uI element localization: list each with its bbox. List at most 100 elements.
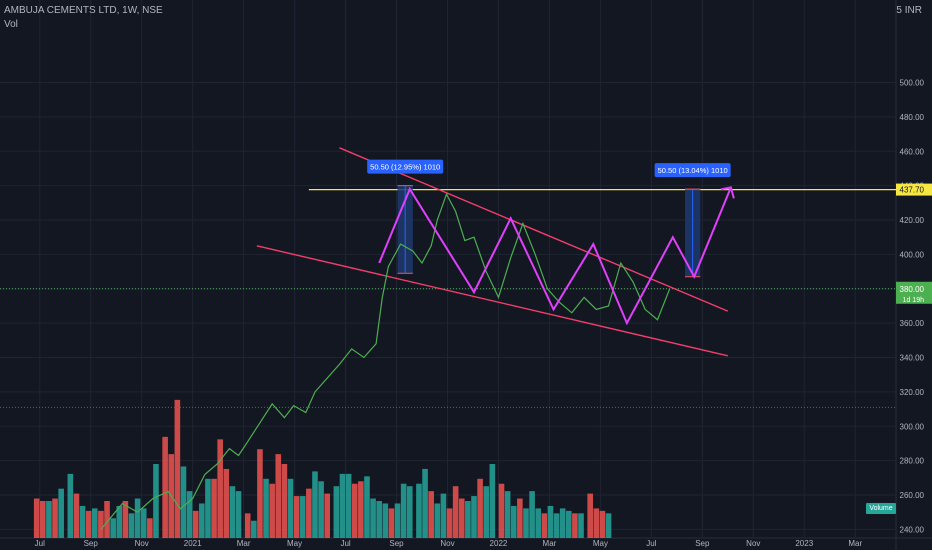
volume-bar bbox=[477, 478, 483, 538]
x-tick-label: 2022 bbox=[490, 539, 508, 548]
volume-bar bbox=[116, 505, 123, 538]
volume-bar bbox=[394, 503, 401, 538]
price-axis[interactable]: 240.00 260.00 280.00 300.00 320.00 340.00 360.… bbox=[896, 79, 932, 535]
volume-bar bbox=[223, 468, 230, 538]
volume-bar bbox=[400, 483, 407, 538]
x-tick-label: 2021 bbox=[184, 539, 202, 548]
volume-bar bbox=[428, 491, 434, 538]
upper-trendline[interactable] bbox=[339, 147, 729, 312]
last-price-tag bbox=[896, 281, 932, 304]
volume-bar bbox=[217, 439, 223, 538]
measure-label-box bbox=[654, 163, 731, 178]
volume-bar bbox=[244, 513, 251, 538]
volume-bar bbox=[73, 493, 80, 538]
volume-bar bbox=[351, 483, 358, 538]
y-tick-label: 340.00 bbox=[900, 354, 925, 363]
volume-bar bbox=[416, 483, 422, 538]
arrow-head bbox=[720, 186, 735, 199]
symbol-title[interactable]: AMBUJA CEMENTS LTD, 1W, NSE bbox=[4, 5, 163, 16]
volume-bar bbox=[67, 473, 74, 538]
volume-bar bbox=[541, 513, 548, 538]
volume-bar bbox=[104, 501, 110, 538]
volume-bar bbox=[235, 491, 242, 538]
volume-bar bbox=[599, 510, 606, 538]
volume-bar bbox=[452, 486, 459, 538]
volume-bar bbox=[364, 476, 370, 538]
y-tick-label: 400.00 bbox=[900, 250, 925, 259]
y-tick-label: 240.00 bbox=[900, 525, 925, 534]
x-tick-label: Sep bbox=[695, 539, 710, 548]
volume-bar bbox=[498, 483, 505, 538]
volume-bar bbox=[523, 508, 529, 538]
volume-bar bbox=[229, 486, 236, 538]
volume-bar bbox=[489, 464, 496, 538]
y-tick-label: 360.00 bbox=[900, 319, 925, 328]
volume-bar bbox=[91, 508, 98, 538]
volume-bar bbox=[153, 464, 159, 538]
price-line bbox=[100, 192, 671, 530]
volume-bar bbox=[205, 478, 211, 538]
volume-bar bbox=[370, 498, 376, 538]
volume-bar bbox=[46, 501, 52, 538]
lower-trendline[interactable] bbox=[256, 245, 728, 357]
volume-bar bbox=[251, 520, 257, 538]
volume-bar bbox=[406, 486, 413, 538]
volume-bar bbox=[299, 496, 306, 538]
volume-bar bbox=[535, 508, 542, 538]
volume-bar bbox=[306, 488, 312, 538]
volume-bar bbox=[559, 508, 566, 538]
zigzag-drawing[interactable] bbox=[378, 186, 735, 326]
volume-bar bbox=[40, 501, 46, 538]
volume-bar bbox=[174, 399, 181, 538]
volume-bar bbox=[358, 481, 364, 538]
volume-badge: Volume bbox=[866, 503, 896, 514]
y-tick-label: 460.00 bbox=[900, 147, 925, 156]
x-tick-label: Jul bbox=[646, 539, 656, 548]
measure-tools[interactable]: 50.50 (12.95%) 1010 50.50 (13.04%) 1010 bbox=[367, 159, 731, 278]
volume-bar bbox=[192, 510, 199, 538]
volume-bar bbox=[333, 486, 340, 538]
volume-bar bbox=[134, 498, 141, 538]
volume-bar bbox=[572, 513, 578, 538]
time-axis[interactable]: Jul Sep Nov 2021 Mar May Jul Sep Nov 2022 Mar May Ju… bbox=[35, 539, 863, 548]
y-tick-label: 420.00 bbox=[900, 216, 925, 225]
currency-code: INR bbox=[904, 5, 922, 16]
trendlines[interactable] bbox=[256, 147, 729, 357]
volume-bar bbox=[85, 510, 92, 538]
x-tick-label: Nov bbox=[135, 539, 149, 548]
x-tick-label: May bbox=[287, 539, 302, 548]
volume-bar bbox=[388, 508, 395, 538]
volume-bar bbox=[446, 508, 453, 538]
volume-bar bbox=[162, 436, 168, 538]
volume-bar bbox=[312, 471, 318, 538]
resistance-label: 437.70 bbox=[900, 186, 925, 195]
volume-bar bbox=[504, 491, 511, 538]
volume-bar bbox=[422, 468, 428, 538]
y-tick-label: 320.00 bbox=[900, 388, 925, 397]
volume-bar bbox=[287, 478, 294, 538]
price-series bbox=[100, 192, 671, 530]
volume-bar bbox=[98, 510, 104, 538]
zigzag-path[interactable] bbox=[378, 186, 732, 326]
x-tick-label: Jul bbox=[35, 539, 45, 548]
volume-bar bbox=[180, 466, 187, 538]
volume-bar bbox=[110, 518, 116, 538]
volume-bar bbox=[547, 505, 554, 538]
x-tick-label: Sep bbox=[84, 539, 99, 548]
volume-bar bbox=[345, 473, 352, 538]
volume-bar bbox=[140, 508, 147, 538]
volume-bar bbox=[293, 496, 300, 538]
volume-bar bbox=[471, 496, 477, 538]
volume-legend[interactable]: Vol bbox=[4, 19, 18, 30]
volume-bar bbox=[434, 503, 441, 538]
x-tick-label: Nov bbox=[746, 539, 760, 548]
bar-countdown-label: 1d 19h bbox=[903, 297, 925, 304]
x-tick-label: 2023 bbox=[795, 539, 813, 548]
volume-bar bbox=[199, 503, 205, 538]
x-tick-label: Sep bbox=[389, 539, 404, 548]
volume-bar bbox=[211, 478, 217, 538]
volume-bar bbox=[458, 498, 465, 538]
